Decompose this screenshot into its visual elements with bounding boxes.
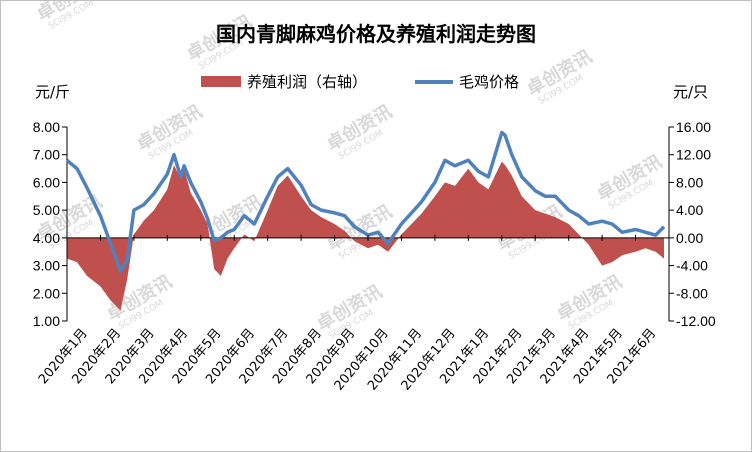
right-axis-unit: 元/只: [673, 83, 708, 101]
left-tick-label: 4.00: [33, 230, 60, 246]
left-tick-label: 3.00: [33, 258, 60, 274]
price-line: [65, 130, 666, 273]
right-tick-label: -12.00: [676, 313, 716, 329]
left-tick-label: 2.00: [33, 285, 60, 301]
chart-title: 国内青脚麻鸡价格及养殖利润走势图: [216, 22, 536, 46]
right-axis-ticks: -12.00 -8.00 -4.00 0.00 4.00 8.00 12.00 16.00: [669, 119, 716, 329]
right-tick-label: 0.00: [676, 230, 703, 246]
left-tick-label: 7.00: [33, 147, 60, 163]
left-tick-label: 5.00: [33, 202, 60, 218]
legend-label-profit: 养殖利润（右轴）: [247, 73, 367, 91]
right-tick-label: 8.00: [676, 174, 703, 190]
right-tick-label: 12.00: [676, 147, 711, 163]
left-axis-ticks: 1.00 2.00 3.00 4.00 5.00 6.00 7.00 8.00: [33, 119, 67, 329]
profit-area: [67, 161, 664, 311]
left-tick-label: 1.00: [33, 313, 60, 329]
right-tick-label: 16.00: [676, 119, 711, 135]
right-tick-label: -8.00: [676, 285, 708, 301]
left-tick-label: 6.00: [33, 174, 60, 190]
left-tick-label: 8.00: [33, 119, 60, 135]
left-axis-unit: 元/斤: [35, 83, 70, 101]
right-tick-label: 4.00: [676, 202, 703, 218]
legend: 养殖利润（右轴） 毛鸡价格: [201, 73, 519, 91]
legend-swatch-profit: [201, 76, 241, 87]
right-tick-label: -4.00: [676, 258, 708, 274]
legend-label-price: 毛鸡价格: [459, 73, 519, 91]
